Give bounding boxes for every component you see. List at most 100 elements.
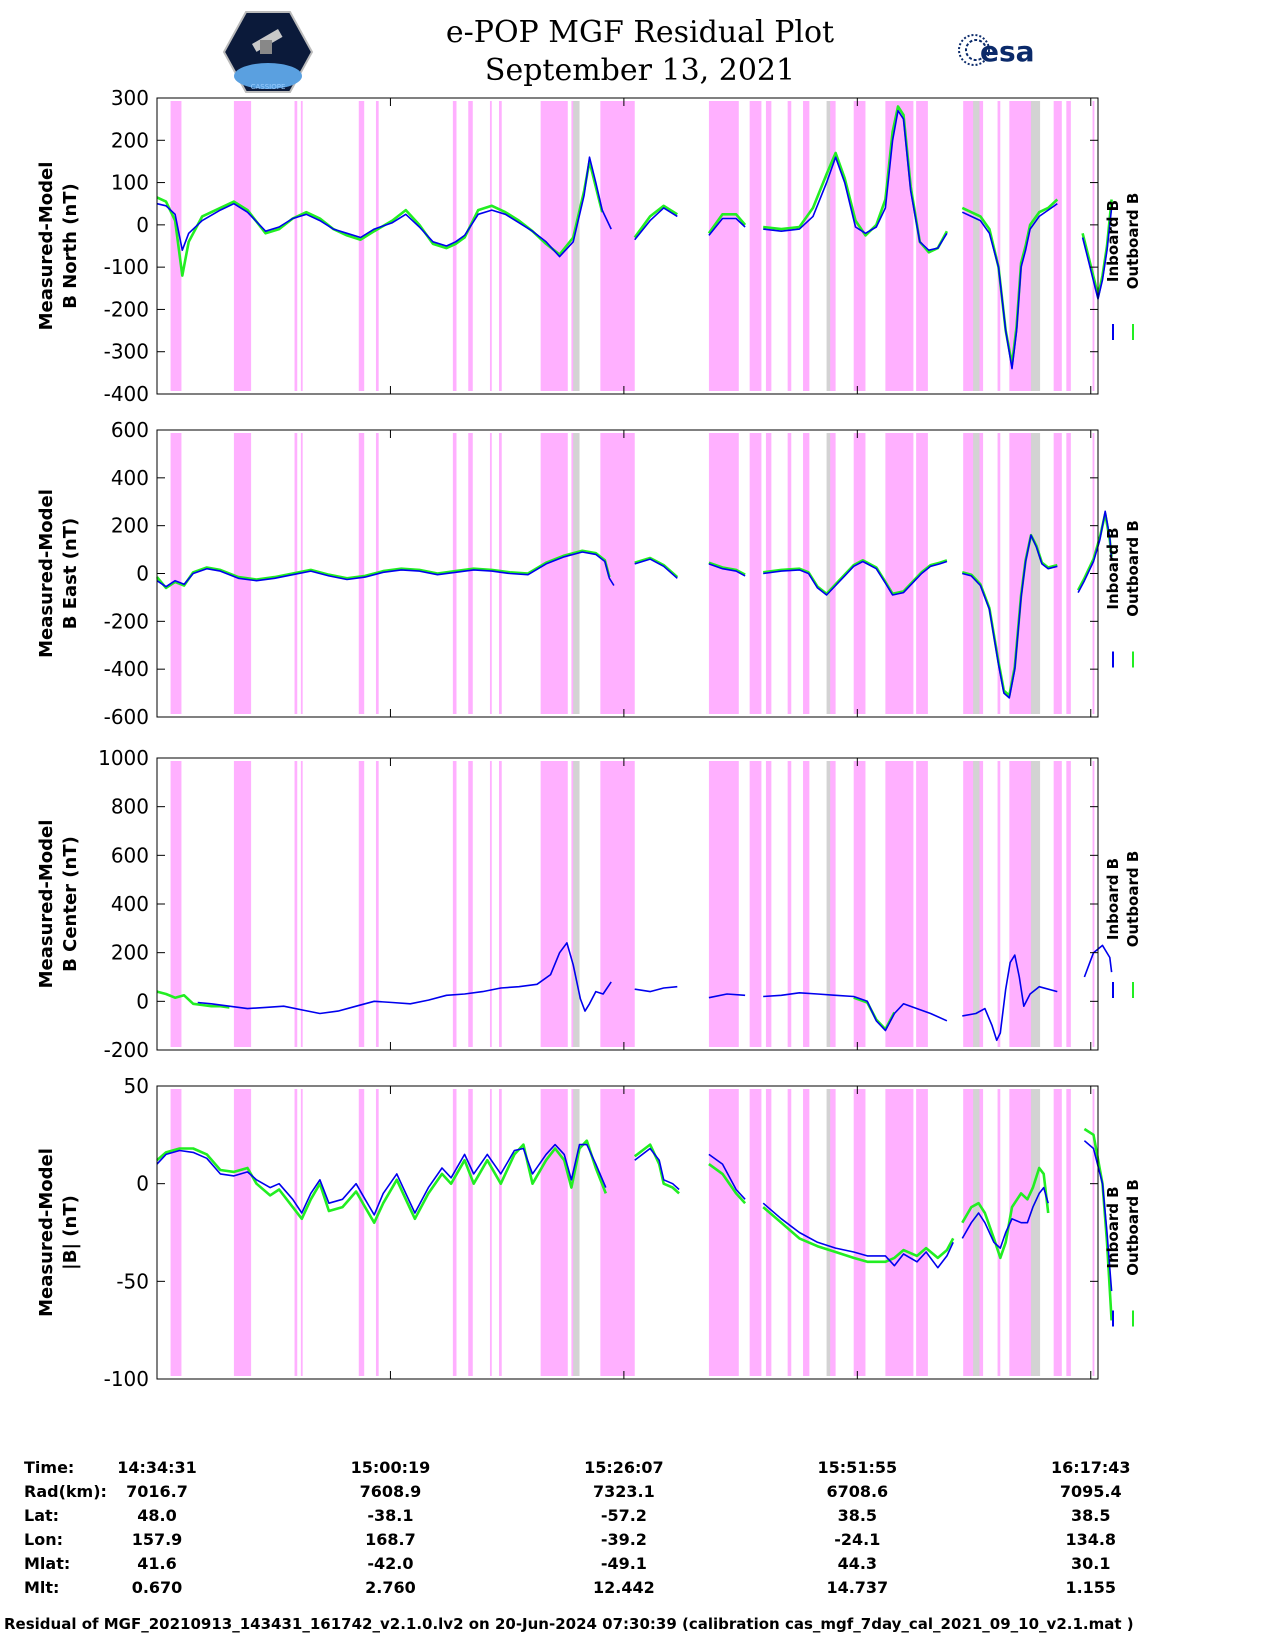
magenta-band (708, 433, 739, 714)
inboard-series-line (634, 558, 678, 579)
outboard-series-line (707, 213, 747, 235)
y-tick-label: -300 (104, 340, 149, 364)
magenta-band (300, 761, 303, 1047)
inboard-series-line (1077, 510, 1113, 593)
panel-frame (156, 97, 1099, 395)
magenta-band (600, 761, 635, 1047)
inboard-series-line (763, 109, 948, 251)
magenta-band (571, 1089, 575, 1376)
info-row: Lat: 48.0 -38.1 -57.2 38.5 38.5 (24, 1506, 1264, 1530)
magenta-band (997, 761, 1001, 1047)
magenta-band (997, 433, 1001, 714)
info-cell: 48.0 (137, 1506, 177, 1525)
info-cell: 6708.6 (826, 1482, 889, 1501)
info-row: Mlat: 41.6 -42.0 -49.1 44.3 30.1 (24, 1554, 1264, 1578)
magenta-band (452, 1089, 457, 1376)
magenta-band (499, 761, 502, 1047)
magenta-band (468, 101, 473, 391)
gray-band (973, 761, 980, 1047)
magenta-band (827, 1089, 836, 1376)
y-axis-label: Measured-Model (36, 489, 57, 658)
inboard-series-line (1083, 1140, 1113, 1292)
magenta-band (499, 101, 502, 391)
gray-band (826, 761, 831, 1047)
legend-label: Inboard B (1104, 1186, 1122, 1268)
gray-band (826, 1089, 831, 1376)
inboard-series-line (763, 560, 948, 596)
y-tick-label: -400 (104, 382, 149, 406)
y-tick-label: -100 (104, 255, 149, 279)
magenta-band (489, 1089, 492, 1376)
info-row: Time: 14:34:31 15:00:19 15:26:07 15:51:55 16:… (24, 1458, 1264, 1482)
magenta-band (1053, 1089, 1062, 1376)
magenta-band (452, 761, 457, 1047)
info-cell: 41.6 (137, 1554, 177, 1573)
y-tick-label: 200 (111, 128, 149, 152)
magenta-band (489, 101, 492, 391)
info-cell: -24.1 (834, 1530, 881, 1549)
info-cell: 7608.9 (359, 1482, 422, 1501)
outboard-series-line (708, 1163, 747, 1205)
magenta-band (827, 761, 836, 1047)
magenta-band (170, 1089, 182, 1376)
info-cell: -42.0 (367, 1554, 414, 1573)
magenta-band (803, 1089, 810, 1376)
magenta-band (803, 101, 810, 391)
magenta-band (708, 1089, 739, 1376)
inboard-series-line (634, 985, 678, 993)
magenta-band (749, 433, 762, 714)
magenta-band (803, 761, 810, 1047)
info-cell: 16:17:43 (1050, 1458, 1131, 1477)
magenta-band (749, 1089, 762, 1376)
magenta-band (885, 1089, 914, 1376)
info-cell: 134.8 (1065, 1530, 1117, 1549)
info-cell: 15:26:07 (584, 1458, 664, 1477)
magenta-band (1066, 761, 1071, 1047)
magenta-band (468, 761, 473, 1047)
info-cell: 14:34:31 (117, 1458, 197, 1477)
magenta-band (452, 433, 457, 714)
y-tick-label: 1000 (98, 746, 149, 770)
outboard-series-line (156, 1139, 608, 1224)
magenta-band (1092, 1089, 1095, 1376)
magenta-band (600, 1089, 635, 1376)
y-tick-label: 600 (111, 418, 149, 442)
plot-title: e-POP MGF Residual Plot (445, 15, 835, 50)
magenta-band (358, 433, 365, 714)
info-cell: 12.442 (593, 1578, 655, 1597)
y-tick-label: 600 (111, 843, 149, 867)
magenta-band (540, 761, 568, 1047)
inboard-series-line (962, 954, 1058, 1042)
magenta-band (1066, 101, 1071, 391)
y-tick-label: 400 (111, 466, 149, 490)
esa-logo: esa (958, 34, 1035, 68)
gray-band (573, 1089, 580, 1376)
gray-band (1031, 1089, 1041, 1376)
magenta-band (170, 761, 182, 1047)
info-cell: -49.1 (600, 1554, 647, 1573)
inboard-series-line (962, 534, 1058, 699)
magenta-band (916, 1089, 928, 1376)
magenta-band (375, 1089, 379, 1376)
inboard-series-line (1083, 944, 1113, 978)
magenta-band (885, 761, 914, 1047)
y-tick-label: 300 (111, 86, 149, 110)
inboard-series-line (197, 942, 612, 1015)
magenta-band (499, 1089, 502, 1376)
y-tick-label: 200 (111, 941, 149, 965)
magenta-band (375, 761, 379, 1047)
outboard-series-line (634, 556, 679, 579)
info-cell: -57.2 (600, 1506, 647, 1525)
magenta-band (358, 761, 365, 1047)
info-cell: 157.9 (131, 1530, 183, 1549)
magenta-band (708, 761, 739, 1047)
y-axis-label: Measured-Model (36, 820, 57, 989)
outboard-series-line (156, 990, 230, 1009)
inboard-series-line (708, 217, 746, 236)
magenta-band (540, 1089, 568, 1376)
info-cell: 38.5 (837, 1506, 878, 1525)
info-cell: 38.5 (1071, 1506, 1111, 1525)
y-axis-label: B East (nT) (60, 518, 81, 630)
magenta-band (827, 433, 836, 714)
legend-label: Outboard B (1124, 851, 1142, 948)
